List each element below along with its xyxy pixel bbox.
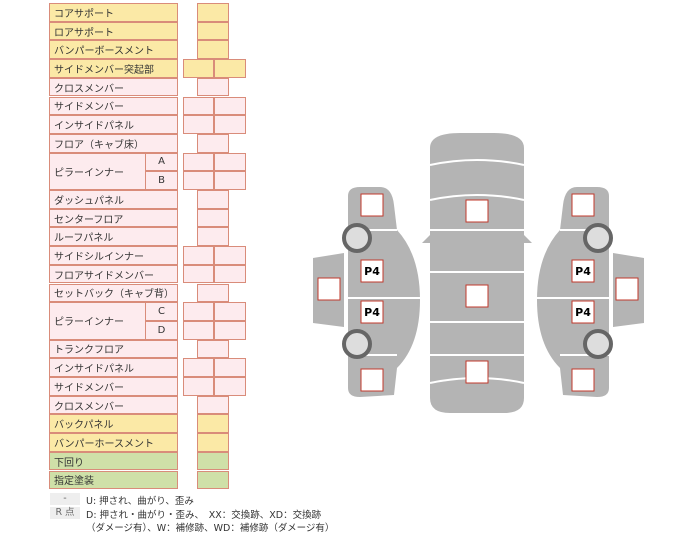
p4-label: P4 [575, 306, 591, 319]
mark-cell[interactable] [214, 302, 246, 321]
mark-box[interactable] [360, 368, 384, 392]
mark-box[interactable] [360, 193, 384, 217]
mark-cell[interactable] [183, 320, 214, 340]
mark-cell[interactable] [197, 414, 229, 434]
mark-cell[interactable] [214, 171, 246, 190]
row-label: クロスメンバー [49, 77, 178, 97]
row-label: インサイドパネル [49, 115, 178, 134]
p4-label: P4 [364, 265, 380, 278]
wheel-icon [583, 329, 613, 359]
mark-box[interactable] [571, 193, 595, 217]
mark-cell[interactable] [197, 470, 229, 490]
mark-cell[interactable] [197, 227, 229, 247]
row-label: サイドメンバー [49, 96, 178, 116]
mark-cell[interactable] [183, 171, 214, 190]
row-label: サイドシルインナー [49, 246, 178, 265]
mark-cell[interactable] [197, 395, 229, 415]
mark-box[interactable] [571, 368, 595, 392]
mark-cell[interactable] [197, 190, 229, 209]
legend-text-d: D: 押され・曲がり・歪み、 XX：交換跡、XD：交換跡 [86, 510, 322, 521]
wheels [342, 223, 613, 359]
wheel-icon [342, 329, 372, 359]
mark-cell[interactable] [183, 264, 214, 284]
row-label: ロアサポート [49, 21, 178, 41]
mark-cell[interactable] [214, 246, 246, 265]
mark-cell[interactable] [214, 358, 246, 377]
mark-cell[interactable] [197, 40, 229, 60]
row-label: ピラーインナー [49, 152, 146, 190]
legend-key-r: R 点 [50, 507, 80, 519]
legend-text-d2: （ダメージ有）、W：補修跡、WD：補修跡（ダメージ有） [86, 523, 335, 534]
row-sublabel: D [145, 320, 178, 340]
mark-cell[interactable] [197, 283, 229, 303]
mark-cell[interactable] [214, 115, 246, 134]
mark-cell[interactable] [197, 433, 229, 452]
row-label: フロアサイドメンバー [49, 264, 178, 284]
mark-cell[interactable] [197, 21, 229, 41]
row-sublabel: C [145, 302, 178, 321]
mark-cell[interactable] [197, 3, 229, 22]
mark-cell[interactable] [197, 77, 229, 97]
row-label: インサイドパネル [49, 358, 178, 377]
mark-cell[interactable] [197, 339, 229, 359]
mark-box[interactable] [465, 199, 489, 223]
mark-box[interactable] [465, 284, 489, 308]
row-label: バックパネル [49, 414, 178, 434]
row-label: クロスメンバー [49, 395, 178, 415]
row-label: サイドメンバー突起部 [49, 59, 178, 78]
mark-cell[interactable] [214, 96, 246, 116]
row-label: コアサポート [49, 3, 178, 22]
row-label: サイドメンバー [49, 377, 178, 396]
legend-key-dash: - [50, 493, 80, 505]
row-label: 指定塗装 [49, 470, 178, 490]
mark-cell[interactable] [183, 59, 214, 78]
row-label: フロア（キャブ床） [49, 133, 178, 153]
mark-cell[interactable] [214, 377, 246, 396]
wheel-icon [342, 223, 372, 253]
row-label: ルーフパネル [49, 227, 178, 247]
row-sublabel: B [145, 171, 178, 190]
wheel-icon [583, 223, 613, 253]
mark-cell[interactable] [214, 152, 246, 172]
mark-box[interactable] [615, 277, 639, 301]
mark-cell[interactable] [183, 377, 214, 396]
mark-cell[interactable] [183, 358, 214, 377]
row-label: バンパーボースメント [49, 40, 178, 60]
mark-cell[interactable] [183, 96, 214, 116]
mark-cell[interactable] [197, 451, 229, 471]
row-label: ダッシュパネル [49, 190, 178, 209]
row-label: 下回り [49, 451, 178, 471]
mark-cell[interactable] [214, 59, 246, 78]
car-right-side [537, 187, 609, 397]
mark-box[interactable] [465, 360, 489, 384]
mark-cell[interactable] [183, 302, 214, 321]
car-left-side [348, 187, 420, 397]
row-label: ピラーインナー [49, 302, 146, 340]
p4-label: P4 [575, 265, 591, 278]
p4-label: P4 [364, 306, 380, 319]
mark-cell[interactable] [183, 115, 214, 134]
row-label: バンパーホースメント [49, 433, 178, 452]
row-label: センターフロア [49, 208, 178, 228]
mark-cell[interactable] [214, 320, 246, 340]
mark-cell[interactable] [214, 264, 246, 284]
mark-cell[interactable] [183, 152, 214, 172]
row-label: トランクフロア [49, 339, 178, 359]
mark-box[interactable] [317, 277, 341, 301]
row-sublabel: A [145, 152, 178, 172]
mark-cell[interactable] [197, 133, 229, 153]
mark-cell[interactable] [197, 208, 229, 228]
mark-cell[interactable] [183, 246, 214, 265]
legend-text-u: U: 押され、曲がり、歪み [86, 496, 194, 507]
row-label: セットバック（キャブ背） [49, 283, 178, 303]
